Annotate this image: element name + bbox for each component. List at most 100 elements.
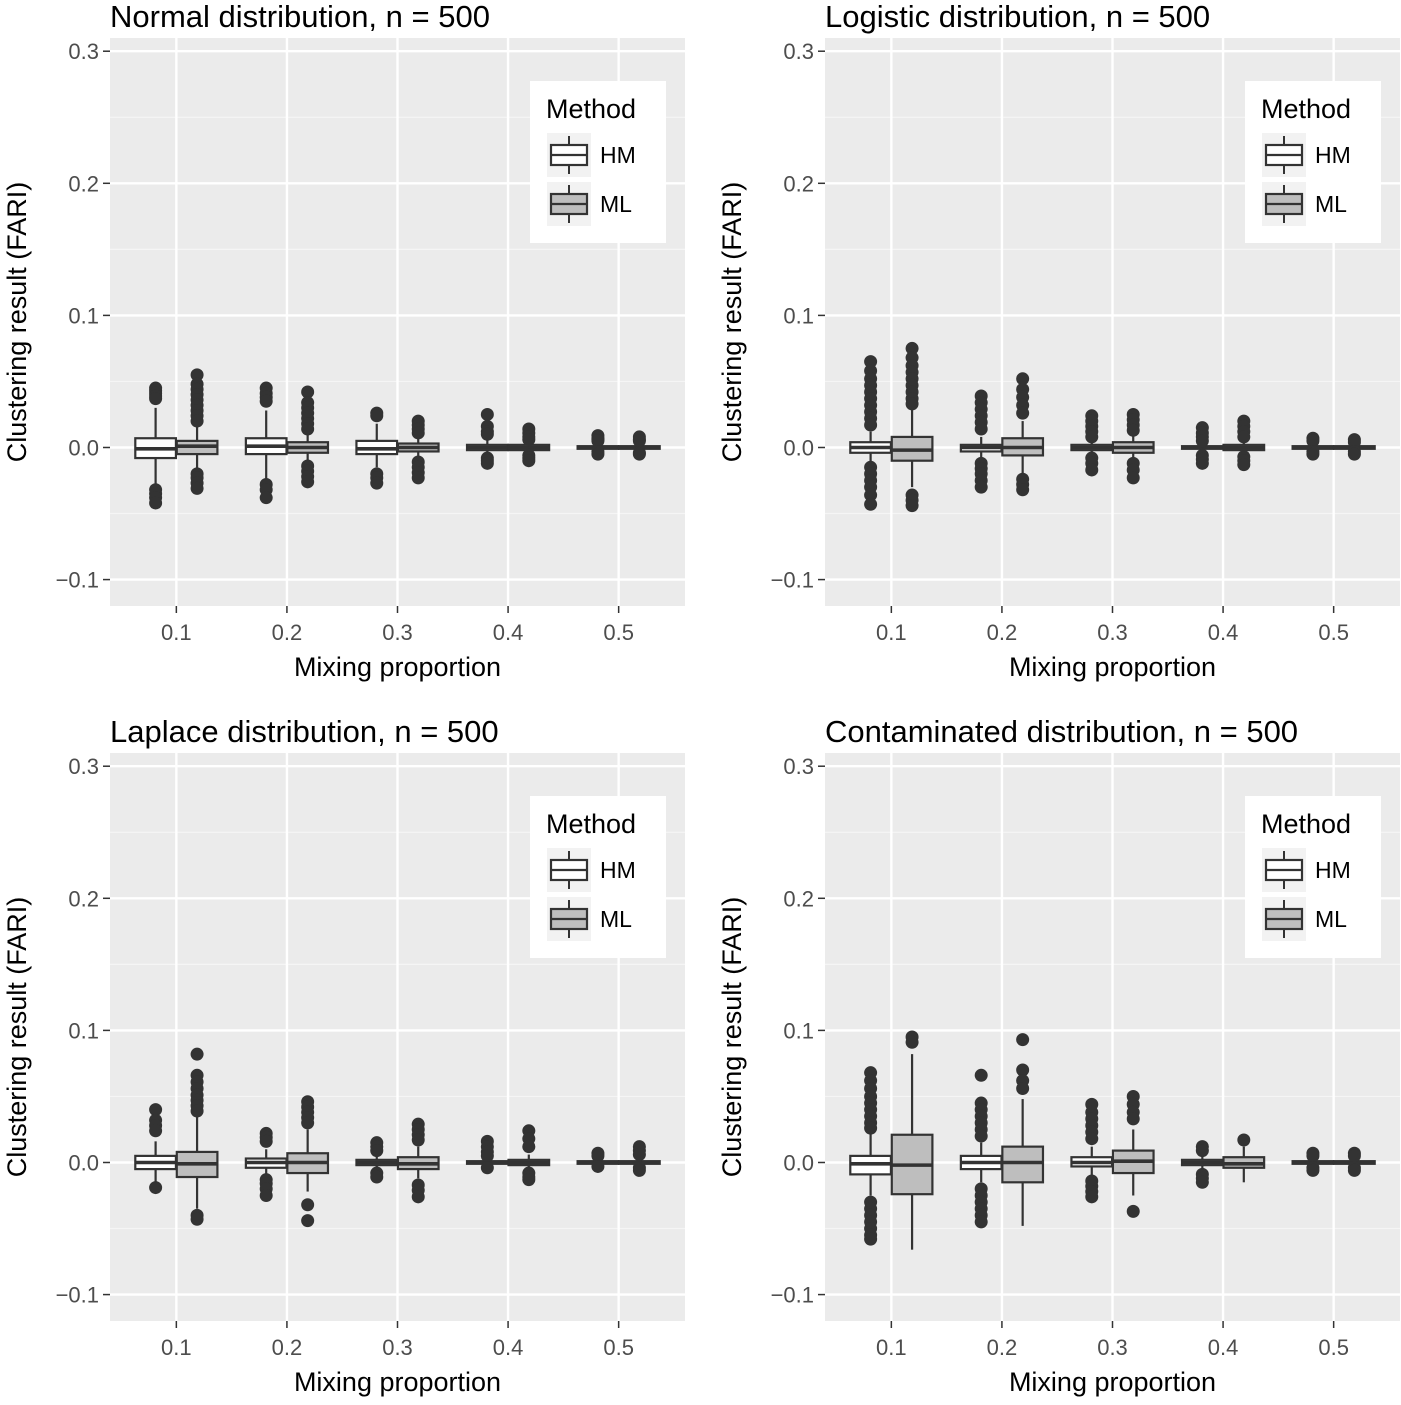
boxplot-hm-0.5 bbox=[576, 429, 620, 461]
boxplot-ml-0.4 bbox=[1222, 1133, 1266, 1183]
outlier-point bbox=[1347, 1149, 1361, 1163]
outlier-point bbox=[301, 1116, 315, 1130]
legend-entry-label: ML bbox=[600, 906, 632, 932]
x-tick-label: 0.4 bbox=[493, 620, 524, 645]
outlier-point bbox=[1195, 456, 1209, 470]
legend: Method HM ML bbox=[1245, 796, 1381, 958]
outlier-point bbox=[974, 1129, 988, 1143]
boxplot-hm-0.5 bbox=[576, 1146, 620, 1173]
outlier-point bbox=[1016, 1033, 1030, 1047]
outlier-point bbox=[411, 426, 425, 440]
x-tick-label: 0.1 bbox=[161, 1335, 192, 1360]
outlier-point bbox=[522, 1140, 536, 1154]
x-tick-label: 0.3 bbox=[1097, 1335, 1128, 1360]
outlier-point bbox=[522, 433, 536, 447]
boxplot-hm-0.2 bbox=[959, 389, 1003, 494]
legend: Method HM ML bbox=[1245, 81, 1381, 243]
boxplot-ml-0.2 bbox=[1001, 372, 1045, 497]
outlier-point bbox=[480, 1161, 494, 1175]
outlier-point bbox=[864, 418, 878, 432]
x-tick-label: 0.5 bbox=[603, 1335, 634, 1360]
outlier-point bbox=[632, 434, 646, 448]
boxplot-ml-0.1 bbox=[890, 1030, 934, 1250]
legend-entry-label: HM bbox=[600, 142, 636, 168]
outlier-point bbox=[149, 1103, 163, 1117]
outlier-point bbox=[1016, 406, 1030, 420]
chart-panel-4: Contaminated distribution, n = 500 −0.1 0.… bbox=[717, 714, 1400, 1397]
outlier-point bbox=[259, 1189, 273, 1203]
outlier-point bbox=[1347, 1163, 1361, 1177]
legend: Method HM ML bbox=[530, 796, 666, 958]
legend-entry-label: ML bbox=[1315, 906, 1347, 932]
boxplot-hm-0.1 bbox=[134, 381, 178, 510]
outlier-point bbox=[411, 1133, 425, 1147]
outlier-point bbox=[1237, 1133, 1251, 1147]
outlier-point bbox=[632, 1148, 646, 1162]
boxplot-hm-0.2 bbox=[959, 1068, 1003, 1229]
boxplot-ml-0.3 bbox=[1111, 407, 1155, 485]
outlier-point bbox=[259, 1134, 273, 1148]
boxplot-ml-0.5 bbox=[617, 430, 661, 461]
outlier-point bbox=[1237, 430, 1251, 444]
boxplot-hm-0.1 bbox=[134, 1103, 178, 1195]
y-tick-label: 0.1 bbox=[783, 1018, 814, 1043]
outlier-point bbox=[1085, 1190, 1099, 1204]
boxplot-hm-0.4 bbox=[465, 1134, 509, 1175]
series-hm bbox=[134, 1103, 620, 1203]
outlier-point bbox=[1126, 423, 1140, 437]
y-tick-label: −0.1 bbox=[771, 1283, 814, 1308]
series-ml bbox=[175, 1047, 661, 1228]
outlier-point bbox=[1126, 1112, 1140, 1126]
outlier-point bbox=[1085, 1132, 1099, 1146]
chart-panel-1: Normal distribution, n = 500 −0.1 0.0 0.1 0.… bbox=[2, 0, 685, 682]
y-axis-label: Clustering result (FARI) bbox=[717, 182, 747, 463]
boxplot-hm-0.1 bbox=[849, 355, 893, 511]
outlier-point bbox=[370, 1170, 384, 1184]
boxplot-hm-0.2 bbox=[244, 1126, 288, 1203]
y-tick-label: 0.1 bbox=[68, 303, 99, 328]
outlier-point bbox=[591, 1159, 605, 1173]
outlier-point bbox=[149, 392, 163, 406]
outlier-point bbox=[1306, 1149, 1320, 1163]
boxplot-ml-0.2 bbox=[1001, 1033, 1045, 1226]
outlier-point bbox=[974, 1068, 988, 1082]
boxplot-ml-0.1 bbox=[175, 368, 219, 495]
outlier-point bbox=[1237, 458, 1251, 472]
boxplot-hm-0.3 bbox=[1070, 1097, 1114, 1204]
outlier-point bbox=[149, 1181, 163, 1195]
outlier-point bbox=[905, 341, 919, 355]
legend-title: Method bbox=[546, 809, 636, 839]
boxplot-hm-0.3 bbox=[355, 406, 399, 490]
x-tick-label: 0.5 bbox=[1318, 1335, 1349, 1360]
x-tick-label: 0.4 bbox=[1208, 620, 1239, 645]
boxplot-ml-0.5 bbox=[1332, 1146, 1376, 1177]
outlier-point bbox=[864, 355, 878, 369]
outlier-point bbox=[632, 1163, 646, 1177]
y-tick-label: 0.0 bbox=[68, 435, 99, 460]
outlier-point bbox=[1016, 1082, 1030, 1096]
x-axis-label: Mixing proportion bbox=[1009, 652, 1216, 682]
outlier-point bbox=[1016, 483, 1030, 497]
outlier-point bbox=[1016, 1063, 1030, 1077]
boxplot-ml-0.3 bbox=[396, 1117, 440, 1204]
y-tick-label: 0.1 bbox=[68, 1018, 99, 1043]
boxplot-hm-0.2 bbox=[244, 381, 288, 505]
outlier-point bbox=[864, 1121, 878, 1135]
boxplot-ml-0.3 bbox=[1111, 1089, 1155, 1218]
x-tick-label: 0.3 bbox=[382, 620, 413, 645]
legend-entry-label: HM bbox=[1315, 142, 1351, 168]
chart-title: Laplace distribution, n = 500 bbox=[110, 714, 499, 749]
outlier-point bbox=[190, 1212, 204, 1226]
outlier-point bbox=[190, 1047, 204, 1061]
legend: Method HM ML bbox=[530, 81, 666, 243]
y-tick-label: −0.1 bbox=[56, 568, 99, 593]
boxplot-ml-0.5 bbox=[1332, 433, 1376, 461]
y-tick-label: 0.2 bbox=[68, 171, 99, 196]
outlier-point bbox=[411, 471, 425, 485]
outlier-point bbox=[864, 488, 878, 502]
outlier-point bbox=[1195, 1175, 1209, 1189]
outlier-point bbox=[370, 1144, 384, 1158]
y-tick-label: 0.2 bbox=[68, 886, 99, 911]
outlier-point bbox=[149, 496, 163, 510]
